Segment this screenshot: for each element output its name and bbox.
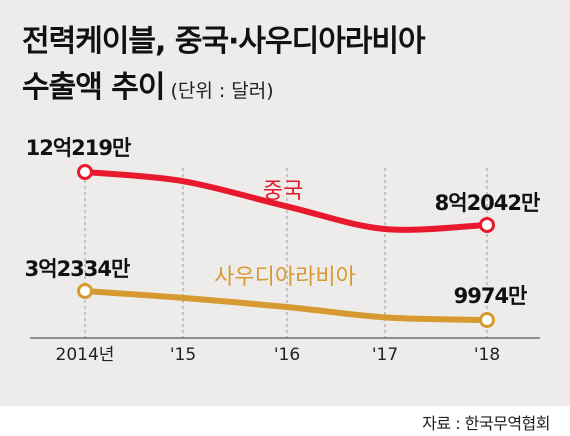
data-label-0-last: 8억2042만 [435, 191, 540, 215]
series-line-1 [82, 288, 490, 323]
chart-title: 전력케이블, 중국·사우디아라비아 [22, 24, 426, 59]
data-label-1-first: 3억2334만 [25, 257, 130, 281]
x-tick-label-1: '15 [170, 345, 196, 365]
series-label-1: 사우디아라비아 [214, 265, 356, 290]
data-label-0-first: 12억219만 [26, 136, 131, 160]
line-chart: 2014년 '15 '16 '17 '18 중국 12억219만 8억2042만사우디아라비아… [25, 136, 541, 365]
data-point-1-0 [77, 283, 93, 299]
x-tick-label-2: '16 [274, 345, 300, 365]
data-label-1-last: 9974만 [454, 284, 527, 308]
series-line-0 [82, 169, 490, 233]
source-note: 자료 : 한국무역협회 [422, 414, 550, 433]
series-label-0: 중국 [263, 179, 303, 204]
subtitle-text: 수출액 추이 [22, 70, 165, 105]
x-tick-label-0: 2014년 [56, 345, 115, 365]
data-point-1-4 [479, 312, 495, 328]
data-point-0-0 [77, 164, 93, 180]
unit-label: (단위 : 달러) [170, 80, 274, 102]
x-tick-label-3: '17 [372, 345, 398, 365]
x-tick-label-4: '18 [474, 345, 500, 365]
chart-subtitle: 수출액 추이 (단위 : 달러) [22, 62, 274, 106]
data-point-0-4 [479, 216, 495, 233]
